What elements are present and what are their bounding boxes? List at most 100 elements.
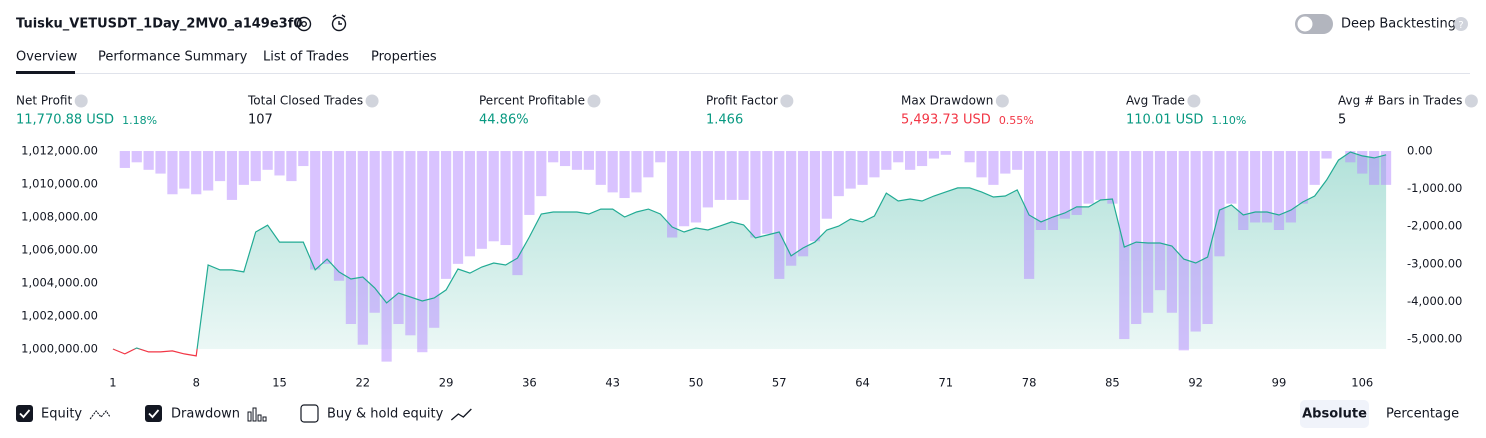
drawdown-bar: [821, 151, 832, 219]
drawdown-bar: [440, 151, 452, 279]
checkbox[interactable]: [145, 405, 162, 422]
info-icon[interactable]: [587, 94, 601, 108]
tab[interactable]: List of Trades: [263, 50, 349, 65]
drawdown-bar: [274, 151, 285, 176]
y-tick-label: 1,006,000.00: [21, 242, 98, 256]
x-tick-label: 15: [272, 376, 287, 390]
drawdown-bar: [1297, 151, 1308, 204]
drawdown-bar: [345, 151, 357, 325]
drawdown-bar: [464, 151, 476, 257]
info-icon[interactable]: [995, 94, 1009, 108]
drawdown-bar: [928, 151, 940, 159]
x-tick-label: 92: [1188, 376, 1203, 390]
y-tick-label: 1,002,000.00: [21, 308, 98, 322]
drawdown-bar: [916, 151, 928, 167]
x-tick-label: 99: [1272, 376, 1287, 390]
info-icon[interactable]: [365, 94, 379, 108]
help-icon[interactable]: ?: [1454, 17, 1468, 31]
y2-tick-label: -3,000.00: [1407, 256, 1462, 270]
drawdown-bar: [702, 151, 713, 208]
info-icon[interactable]: [780, 94, 794, 108]
drawdown-bar: [976, 151, 987, 178]
stat-value: 11,770.88 USD: [16, 113, 114, 128]
checkbox[interactable]: [16, 405, 33, 422]
drawdown-bar: [1071, 151, 1082, 215]
y-tick-label: 1,000,000.00: [21, 341, 98, 355]
stat-value: 110.01 USD: [1126, 113, 1203, 128]
x-tick-label: 64: [855, 376, 870, 390]
drawdown-bar: [1095, 151, 1106, 200]
alert-icon[interactable]: [331, 14, 347, 32]
drawdown-bar: [191, 151, 202, 195]
drawdown-bar: [1369, 151, 1380, 185]
info-icon[interactable]: [74, 94, 88, 108]
drawdown-bar: [1131, 151, 1142, 325]
tab[interactable]: Performance Summary: [98, 50, 248, 65]
drawdown-bar: [833, 151, 844, 197]
tab[interactable]: Overview: [16, 50, 78, 65]
drawdown-bar: [286, 151, 297, 182]
drawdown-bar: [1273, 151, 1285, 230]
drawdown-bar: [143, 151, 154, 170]
info-icon[interactable]: [1187, 94, 1201, 108]
drawdown-bar: [310, 151, 321, 270]
drawdown-bar: [1154, 151, 1166, 291]
legend-icon: [89, 410, 111, 420]
info-icon[interactable]: [1464, 94, 1478, 108]
drawdown-bar: [631, 151, 642, 193]
tab[interactable]: Properties: [371, 50, 437, 65]
drawdown-bar: [536, 151, 547, 197]
stat-label: Avg # Bars in Trades: [1338, 94, 1462, 108]
y-tick-label: 1,010,000.00: [21, 176, 98, 190]
stat-value: 5: [1338, 113, 1346, 128]
drawdown-bar: [1380, 151, 1392, 185]
stat-label: Percent Profitable: [479, 94, 585, 108]
drawdown-bar: [357, 151, 368, 345]
deep-backtesting-label: Deep Backtesting: [1341, 17, 1456, 32]
drawdown-bar: [1059, 151, 1070, 219]
button-bg[interactable]: [1300, 400, 1369, 428]
drawdown-bar: [417, 151, 428, 353]
x-tick-label: 22: [355, 376, 370, 390]
scale-button[interactable]: Absolute: [1302, 407, 1367, 422]
drawdown-bar: [500, 151, 511, 246]
drawdown-bar: [250, 151, 261, 182]
drawdown-bar: [1202, 151, 1213, 325]
y2-tick-label: -5,000.00: [1407, 332, 1462, 346]
stat-percent: 0.55%: [999, 114, 1034, 127]
stat-label: Avg Trade: [1126, 94, 1185, 108]
drawdown-bar: [405, 151, 416, 336]
deep-backtesting-toggle[interactable]: [1295, 14, 1333, 34]
drawdown-bar: [726, 151, 737, 200]
drawdown-bar: [1285, 151, 1296, 223]
legend-icon: [257, 414, 262, 422]
drawdown-bar: [381, 151, 392, 362]
drawdown-bar: [1261, 151, 1273, 223]
stat-label: Max Drawdown: [901, 94, 993, 108]
drawdown-bar: [548, 151, 559, 163]
drawdown-bar: [1166, 151, 1178, 313]
y2-tick-label: 0.00: [1407, 144, 1433, 158]
x-tick-label: 29: [439, 376, 454, 390]
drawdown-bar: [964, 151, 975, 163]
y2-tick-label: -1,000.00: [1407, 181, 1462, 195]
drawdown-bar: [797, 151, 809, 257]
settings-icon[interactable]: [296, 16, 312, 32]
legend-label: Drawdown: [171, 407, 240, 422]
drawdown-bar: [1142, 151, 1154, 313]
x-tick-label: 43: [605, 376, 620, 390]
drawdown-bar: [905, 151, 916, 170]
drawdown-bar: [667, 151, 678, 238]
y2-tick-label: -4,000.00: [1407, 294, 1462, 308]
checkbox[interactable]: [300, 404, 319, 423]
scale-button[interactable]: Percentage: [1386, 407, 1459, 422]
stat-percent: 1.10%: [1211, 114, 1246, 127]
drawdown-bar: [774, 151, 785, 279]
drawdown-bar: [155, 151, 166, 174]
drawdown-bar: [690, 151, 702, 223]
drawdown-bar: [179, 151, 190, 189]
drawdown-bar: [369, 151, 380, 313]
x-tick-label: 78: [1022, 376, 1037, 390]
drawdown-bar: [750, 151, 761, 238]
drawdown-bar: [393, 151, 404, 325]
